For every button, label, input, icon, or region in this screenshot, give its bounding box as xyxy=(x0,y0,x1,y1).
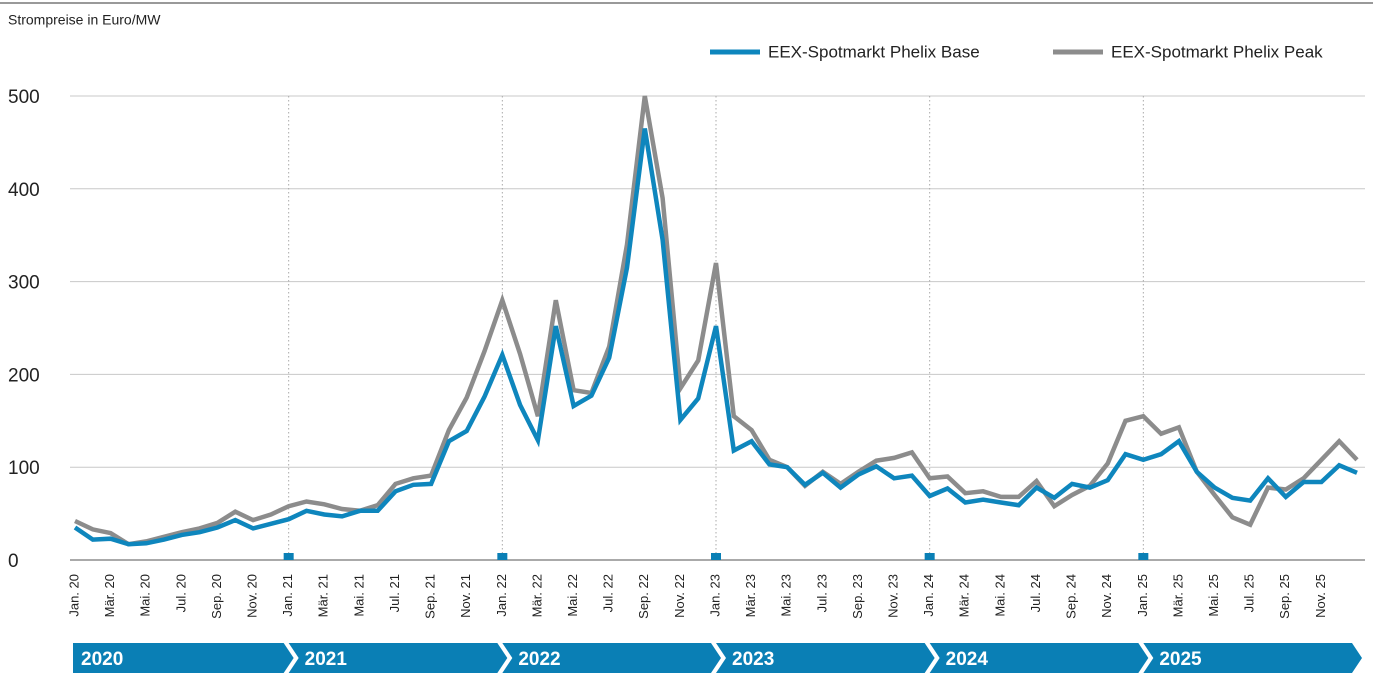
x-tick-label: Nov. 24 xyxy=(1099,574,1114,618)
x-tick-label: Mär. 24 xyxy=(957,574,972,617)
x-tick-label: Sep. 24 xyxy=(1064,574,1079,619)
period-label: 2022 xyxy=(518,649,560,670)
x-tick-label: Nov. 21 xyxy=(458,574,473,618)
period-band xyxy=(502,643,721,673)
period-label: 2020 xyxy=(81,649,123,670)
x-tick-label: Mai. 24 xyxy=(992,574,1007,617)
x-tick-label: Jan. 21 xyxy=(280,574,295,617)
x-tick-label: Mär. 22 xyxy=(529,574,544,617)
series-line xyxy=(73,128,1358,547)
series-line xyxy=(74,95,1359,547)
x-tick-label: Mai. 20 xyxy=(138,574,153,617)
x-tick-label: Sep. 22 xyxy=(636,574,651,619)
x-tick-label: Jan. 22 xyxy=(494,574,509,617)
x-tick-label: Sep. 25 xyxy=(1277,574,1292,619)
x-tick-label: Nov. 22 xyxy=(672,574,687,618)
x-tick-label: Jan. 25 xyxy=(1135,574,1150,617)
y-tick-label: 500 xyxy=(8,87,40,108)
y-tick-label: 0 xyxy=(8,551,19,572)
period-label: 2024 xyxy=(946,649,989,670)
x-tick-label: Sep. 20 xyxy=(209,574,224,619)
x-tick-label: Jul. 21 xyxy=(387,574,402,612)
x-tick-label: Sep. 23 xyxy=(850,574,865,619)
x-tick-label: Mär. 23 xyxy=(743,574,758,617)
legend-label: EEX-Spotmarkt Phelix Peak xyxy=(1111,42,1323,61)
x-tick-label: Mär. 20 xyxy=(102,574,117,617)
x-tick-label: Mär. 21 xyxy=(316,574,331,617)
y-tick-label: 100 xyxy=(8,458,40,479)
chart-subtitle: Strompreise in Euro/MW xyxy=(8,12,161,28)
x-tick-label: Nov. 23 xyxy=(885,574,900,618)
period-band xyxy=(716,643,935,673)
x-tick-label: Mai. 21 xyxy=(351,574,366,617)
x-tick-label: Jul. 20 xyxy=(173,574,188,612)
x-tick-label: Jul. 24 xyxy=(1028,574,1043,612)
x-tick-label: Jul. 23 xyxy=(814,574,829,612)
x-tick-label: Jan. 24 xyxy=(921,574,936,617)
year-marker xyxy=(924,553,935,560)
year-marker xyxy=(711,553,721,560)
x-tick-label: Mai. 23 xyxy=(779,574,794,617)
year-marker xyxy=(1138,553,1149,560)
x-tick-label: Sep. 21 xyxy=(423,574,438,619)
y-tick-label: 300 xyxy=(8,273,40,294)
period-label: 2021 xyxy=(305,649,348,670)
y-tick-label: 200 xyxy=(8,365,40,386)
legend-label: EEX-Spotmarkt Phelix Base xyxy=(768,42,980,61)
period-band xyxy=(288,643,508,673)
year-marker xyxy=(283,553,294,560)
x-tick-label: Jan. 20 xyxy=(66,574,81,617)
period-band xyxy=(1143,643,1362,673)
x-tick-label: Jul. 25 xyxy=(1242,574,1257,612)
year-marker xyxy=(497,553,508,560)
period-label: 2023 xyxy=(732,649,774,670)
x-tick-label: Mär. 25 xyxy=(1170,574,1185,617)
x-tick-label: Jul. 22 xyxy=(601,574,616,612)
x-tick-label: Nov. 25 xyxy=(1313,574,1328,618)
x-tick-label: Nov. 20 xyxy=(244,574,259,618)
x-tick-label: Jan. 23 xyxy=(707,574,722,617)
period-band xyxy=(929,643,1149,673)
period-band xyxy=(73,643,294,673)
x-tick-label: Mai. 22 xyxy=(565,574,580,617)
x-tick-label: Mai. 25 xyxy=(1206,574,1221,617)
period-label: 2025 xyxy=(1159,649,1202,670)
y-tick-label: 400 xyxy=(8,180,40,201)
